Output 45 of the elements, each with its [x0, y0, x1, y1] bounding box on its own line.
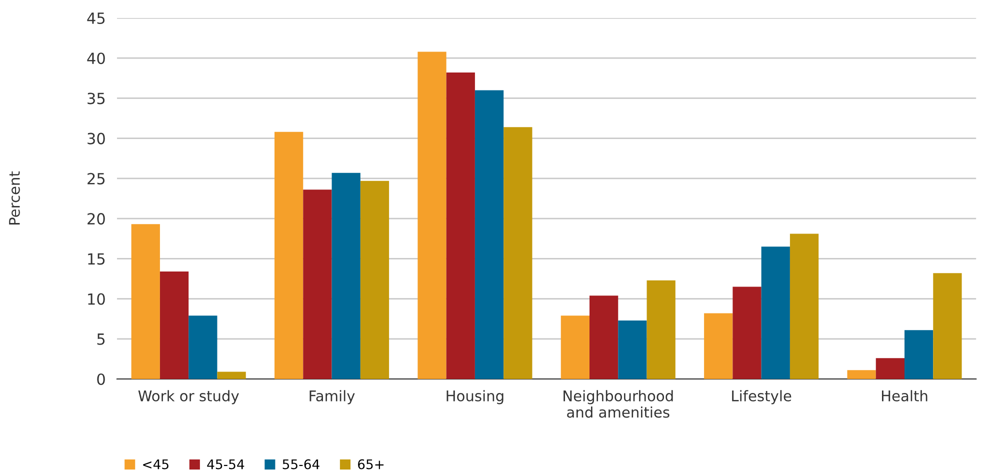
x-tick-label: Neighbourhood and amenities: [564, 390, 673, 418]
bar: [446, 72, 475, 379]
legend-label: 65+: [358, 459, 384, 470]
y-tick-label: 40: [87, 52, 105, 64]
legend-label: <45: [143, 459, 168, 470]
bar: [876, 358, 905, 379]
bar: [131, 224, 160, 379]
bar: [360, 180, 390, 379]
y-axis-title: Percent: [9, 171, 20, 224]
y-tick-label: 20: [88, 213, 105, 225]
x-tick-label: Housing: [446, 390, 504, 404]
bar: [847, 370, 876, 379]
y-tick-label: 10: [88, 293, 105, 305]
x-tick-label: Health: [882, 390, 928, 402]
y-tick-label: 30: [88, 132, 105, 144]
bar: [474, 90, 504, 379]
bar: [217, 372, 246, 379]
y-tick-label: 35: [88, 92, 105, 104]
y-tick-label: 15: [88, 253, 105, 265]
legend-label: 55-64: [282, 459, 320, 470]
y-tick-label: 45: [87, 12, 105, 24]
bar: [590, 296, 618, 379]
bar: [303, 190, 332, 379]
bar: [904, 330, 934, 379]
x-tick-label: Lifestyle: [732, 390, 792, 404]
bar: [188, 316, 218, 379]
bar: [418, 52, 446, 379]
legend-label: 45-54: [207, 459, 244, 470]
bar: [933, 273, 962, 379]
x-tick-label: Work or study: [138, 390, 239, 404]
bar: [504, 127, 532, 379]
y-tick-label: 25: [88, 172, 105, 184]
bar: [332, 172, 360, 379]
bar: [618, 320, 647, 379]
x-tick-label: Family: [310, 390, 355, 404]
bar: [704, 313, 733, 379]
bar: [790, 234, 819, 379]
y-tick-label: 5: [97, 334, 105, 345]
bar: [732, 286, 762, 379]
y-tick-label: 0: [97, 373, 105, 386]
bar: [761, 246, 790, 379]
bar: [160, 272, 189, 379]
bar: [560, 316, 590, 379]
bar: [646, 280, 676, 379]
bar: [274, 132, 304, 379]
